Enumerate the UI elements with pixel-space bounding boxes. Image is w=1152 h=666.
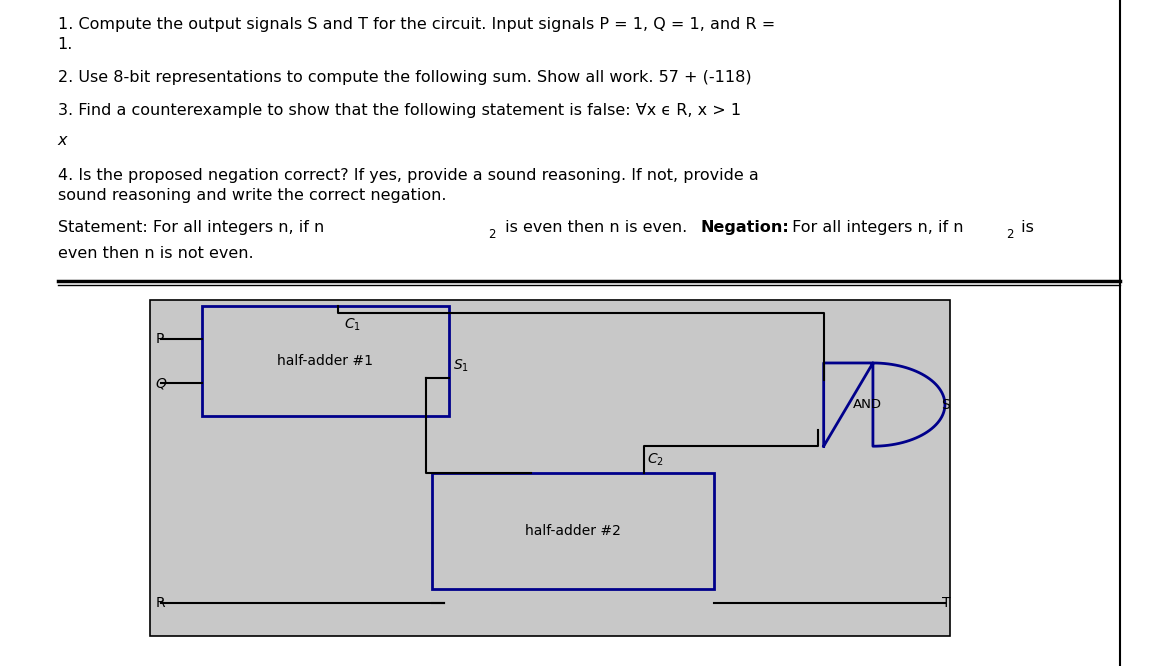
FancyBboxPatch shape <box>202 306 449 416</box>
Text: half-adder #1: half-adder #1 <box>278 354 373 368</box>
Text: is: is <box>1016 220 1034 235</box>
Text: Statement: For all integers n, if n: Statement: For all integers n, if n <box>58 220 324 235</box>
Text: $C_1$: $C_1$ <box>343 316 361 333</box>
Text: 4. Is the proposed negation correct? If yes, provide a sound reasoning. If not, : 4. Is the proposed negation correct? If … <box>58 168 758 183</box>
Text: For all integers n, if n: For all integers n, if n <box>787 220 963 235</box>
Text: P: P <box>156 332 164 346</box>
Text: sound reasoning and write the correct negation.: sound reasoning and write the correct ne… <box>58 188 446 203</box>
Text: 2. Use 8-bit representations to compute the following sum. Show all work. 57 + (: 2. Use 8-bit representations to compute … <box>58 70 751 85</box>
Text: R: R <box>156 595 165 610</box>
Text: is even then n is even.: is even then n is even. <box>500 220 692 235</box>
Text: 2: 2 <box>488 228 497 242</box>
Text: half-adder #2: half-adder #2 <box>525 524 621 538</box>
FancyBboxPatch shape <box>150 300 950 636</box>
Polygon shape <box>824 363 945 446</box>
Text: T: T <box>942 595 950 610</box>
Text: 1. Compute the output signals S and T for the circuit. Input signals P = 1, Q = : 1. Compute the output signals S and T fo… <box>58 17 775 32</box>
Text: AND: AND <box>852 398 881 411</box>
Text: $C_2$: $C_2$ <box>647 452 664 468</box>
FancyBboxPatch shape <box>432 473 714 589</box>
Text: x: x <box>58 133 67 149</box>
Text: 1.: 1. <box>58 37 73 52</box>
Text: $S_1$: $S_1$ <box>453 358 469 374</box>
Text: even then n is not even.: even then n is not even. <box>58 246 253 262</box>
Text: Negation:: Negation: <box>700 220 789 235</box>
Text: 3. Find a counterexample to show that the following statement is false: ∀x ϵ R, : 3. Find a counterexample to show that th… <box>58 103 741 119</box>
Text: 2: 2 <box>1006 228 1014 242</box>
Text: Q: Q <box>156 376 166 390</box>
Text: S: S <box>941 398 950 412</box>
